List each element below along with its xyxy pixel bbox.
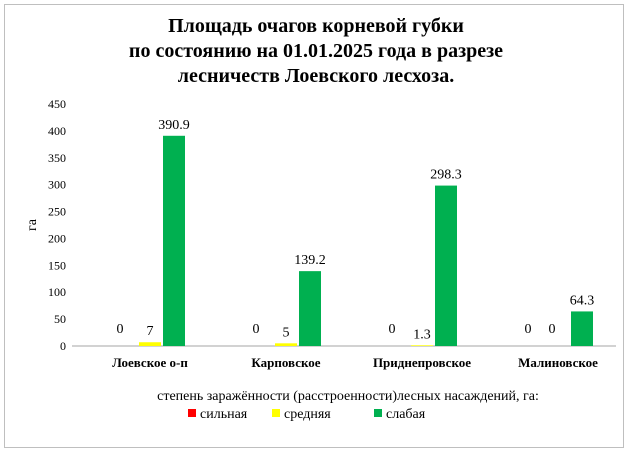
bar-слабая-1 xyxy=(299,271,321,346)
y-tick-label: 0 xyxy=(60,339,66,353)
chart-title-line-1: Площадь очагов корневой губки xyxy=(168,15,464,37)
data-label: 0 xyxy=(389,322,396,337)
data-label: 7 xyxy=(147,324,154,339)
chart-title-line-2: по состоянию на 01.01.2025 года в разрез… xyxy=(129,40,503,62)
y-tick-label: 200 xyxy=(48,231,66,245)
data-label: 1.3 xyxy=(413,327,431,342)
data-label: 139.2 xyxy=(294,253,326,268)
category-label: Малиновское xyxy=(518,355,598,370)
x-axis-title: степень заражённости (расстроенности)лес… xyxy=(157,389,539,404)
data-label: 0 xyxy=(525,322,532,337)
y-tick-label: 50 xyxy=(54,312,66,326)
data-labels: 0 7 390.9 0 5 139.2 0 1.3 298.3 0 0 64.3 xyxy=(117,118,595,343)
data-label: 390.9 xyxy=(158,118,190,133)
category-label: Приднепровское xyxy=(373,355,471,370)
bar-средняя-1 xyxy=(275,343,297,346)
bar-средняя-2 xyxy=(411,345,433,346)
legend-label: слабая xyxy=(386,407,426,422)
bar-слабая-3 xyxy=(571,311,593,346)
data-label: 0 xyxy=(549,322,556,337)
y-axis-title: га xyxy=(25,218,40,231)
legend-swatch-2 xyxy=(374,409,382,417)
y-tick-label: 350 xyxy=(48,151,66,165)
legend-swatch-0 xyxy=(188,409,196,417)
bar-слабая-0 xyxy=(163,135,185,346)
y-axis-ticks: 0 50 100 150 200 250 300 350 400 450 xyxy=(48,97,66,353)
y-tick-label: 150 xyxy=(48,258,66,272)
y-tick-label: 450 xyxy=(48,97,66,111)
y-tick-label: 100 xyxy=(48,285,66,299)
data-label: 298.3 xyxy=(430,168,462,183)
legend-swatch-1 xyxy=(272,409,280,417)
chart-frame xyxy=(4,4,624,448)
chart-title: Площадь очагов корневой губки по состоян… xyxy=(129,15,503,87)
category-labels: Лоевское о-п Карповское Приднепровское Мали… xyxy=(112,355,598,370)
bar-слабая-2 xyxy=(435,185,457,346)
data-label: 5 xyxy=(283,325,290,340)
data-label: 64.3 xyxy=(570,293,595,308)
category-label: Лоевское о-п xyxy=(112,355,188,370)
legend-label: сильная xyxy=(200,407,248,422)
legend-label: средняя xyxy=(284,407,331,422)
category-label: Карповское xyxy=(251,355,320,370)
legend: сильная средняя слабая xyxy=(188,407,426,422)
data-label: 0 xyxy=(117,322,124,337)
data-label: 0 xyxy=(253,322,260,337)
y-tick-label: 250 xyxy=(48,205,66,219)
y-tick-label: 300 xyxy=(48,178,66,192)
chart-title-line-3: лесничеств Лоевского лесхоза. xyxy=(178,65,454,87)
bar-средняя-0 xyxy=(139,342,161,346)
bars xyxy=(139,135,593,346)
y-tick-label: 400 xyxy=(48,124,66,138)
